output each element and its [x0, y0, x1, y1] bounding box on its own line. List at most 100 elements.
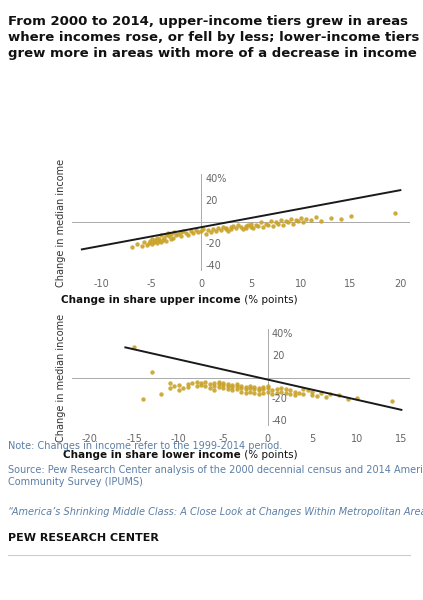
- Y-axis label: Change in median income: Change in median income: [56, 313, 66, 442]
- Point: [211, 386, 218, 395]
- Point: [178, 232, 185, 241]
- Point: [178, 227, 185, 237]
- Point: [170, 233, 177, 242]
- Point: [233, 223, 239, 233]
- Point: [251, 385, 258, 394]
- Point: [250, 223, 256, 233]
- Point: [168, 230, 175, 239]
- Point: [300, 389, 307, 398]
- Point: [392, 208, 399, 218]
- Point: [208, 227, 214, 237]
- Point: [240, 224, 247, 234]
- Text: (% points): (% points): [241, 450, 298, 460]
- Point: [193, 225, 200, 235]
- Point: [220, 380, 227, 390]
- Point: [168, 234, 175, 244]
- Point: [264, 387, 271, 397]
- Point: [345, 394, 352, 404]
- Text: Change in share upper income: Change in share upper income: [61, 295, 241, 305]
- Point: [171, 227, 178, 237]
- Point: [233, 385, 240, 394]
- Point: [273, 388, 280, 397]
- Point: [354, 393, 360, 403]
- Text: 40%: 40%: [272, 329, 293, 340]
- Text: 20: 20: [272, 351, 284, 361]
- Point: [273, 385, 280, 394]
- Point: [280, 220, 286, 229]
- Point: [255, 221, 261, 230]
- Point: [278, 387, 285, 397]
- Point: [155, 236, 162, 245]
- Point: [287, 389, 294, 398]
- Point: [337, 214, 344, 224]
- Text: 40%: 40%: [205, 175, 227, 184]
- Point: [265, 220, 272, 229]
- Point: [183, 229, 190, 238]
- Point: [242, 382, 249, 392]
- Point: [225, 226, 231, 236]
- Point: [242, 385, 249, 394]
- Point: [297, 214, 304, 223]
- Point: [288, 214, 294, 224]
- Point: [184, 382, 191, 392]
- Point: [285, 218, 291, 227]
- Point: [211, 378, 218, 388]
- Text: PEW RESEARCH CENTER: PEW RESEARCH CENTER: [8, 533, 159, 543]
- Point: [215, 379, 222, 389]
- Point: [260, 388, 267, 397]
- Point: [193, 382, 200, 391]
- Point: [230, 221, 236, 230]
- Point: [202, 377, 209, 386]
- Point: [206, 379, 213, 389]
- Point: [148, 367, 155, 377]
- Point: [264, 382, 271, 391]
- Point: [223, 223, 230, 233]
- Point: [264, 383, 271, 393]
- Point: [158, 230, 165, 240]
- Point: [148, 234, 155, 244]
- Point: [291, 387, 298, 397]
- Y-axis label: Change in median income: Change in median income: [56, 158, 66, 287]
- Point: [269, 389, 276, 398]
- Point: [272, 218, 279, 227]
- Point: [238, 383, 244, 393]
- Point: [140, 394, 146, 404]
- Point: [180, 226, 187, 236]
- Point: [184, 379, 191, 389]
- Point: [229, 380, 236, 390]
- Point: [308, 215, 314, 225]
- Text: Source: Pew Research Center analysis of the 2000 decennial census and 2014 Ameri: Source: Pew Research Center analysis of …: [8, 465, 423, 487]
- Point: [190, 229, 197, 238]
- Point: [200, 224, 207, 234]
- Point: [336, 390, 343, 400]
- Point: [180, 383, 187, 393]
- Point: [153, 238, 160, 248]
- Text: -40: -40: [272, 416, 288, 425]
- Point: [287, 386, 294, 395]
- Point: [213, 226, 220, 236]
- Point: [146, 236, 153, 245]
- Point: [309, 387, 316, 397]
- Point: [283, 217, 289, 226]
- Point: [143, 240, 150, 250]
- Point: [140, 237, 147, 247]
- Point: [150, 237, 157, 247]
- Point: [220, 222, 227, 232]
- Point: [138, 241, 145, 251]
- Point: [312, 212, 319, 222]
- Point: [238, 382, 244, 391]
- Point: [175, 230, 182, 239]
- Point: [269, 221, 276, 230]
- Point: [198, 380, 204, 390]
- Point: [210, 224, 217, 234]
- Point: [299, 218, 306, 227]
- Point: [151, 235, 158, 244]
- Text: Note: Changes in income refer to the 1999-2014 period.: Note: Changes in income refer to the 199…: [8, 441, 283, 451]
- Point: [347, 211, 354, 221]
- Point: [215, 377, 222, 386]
- Point: [176, 386, 182, 395]
- Point: [327, 214, 334, 223]
- Text: -20: -20: [272, 394, 288, 404]
- Point: [305, 386, 311, 395]
- Text: Change in share lower income: Change in share lower income: [63, 450, 241, 460]
